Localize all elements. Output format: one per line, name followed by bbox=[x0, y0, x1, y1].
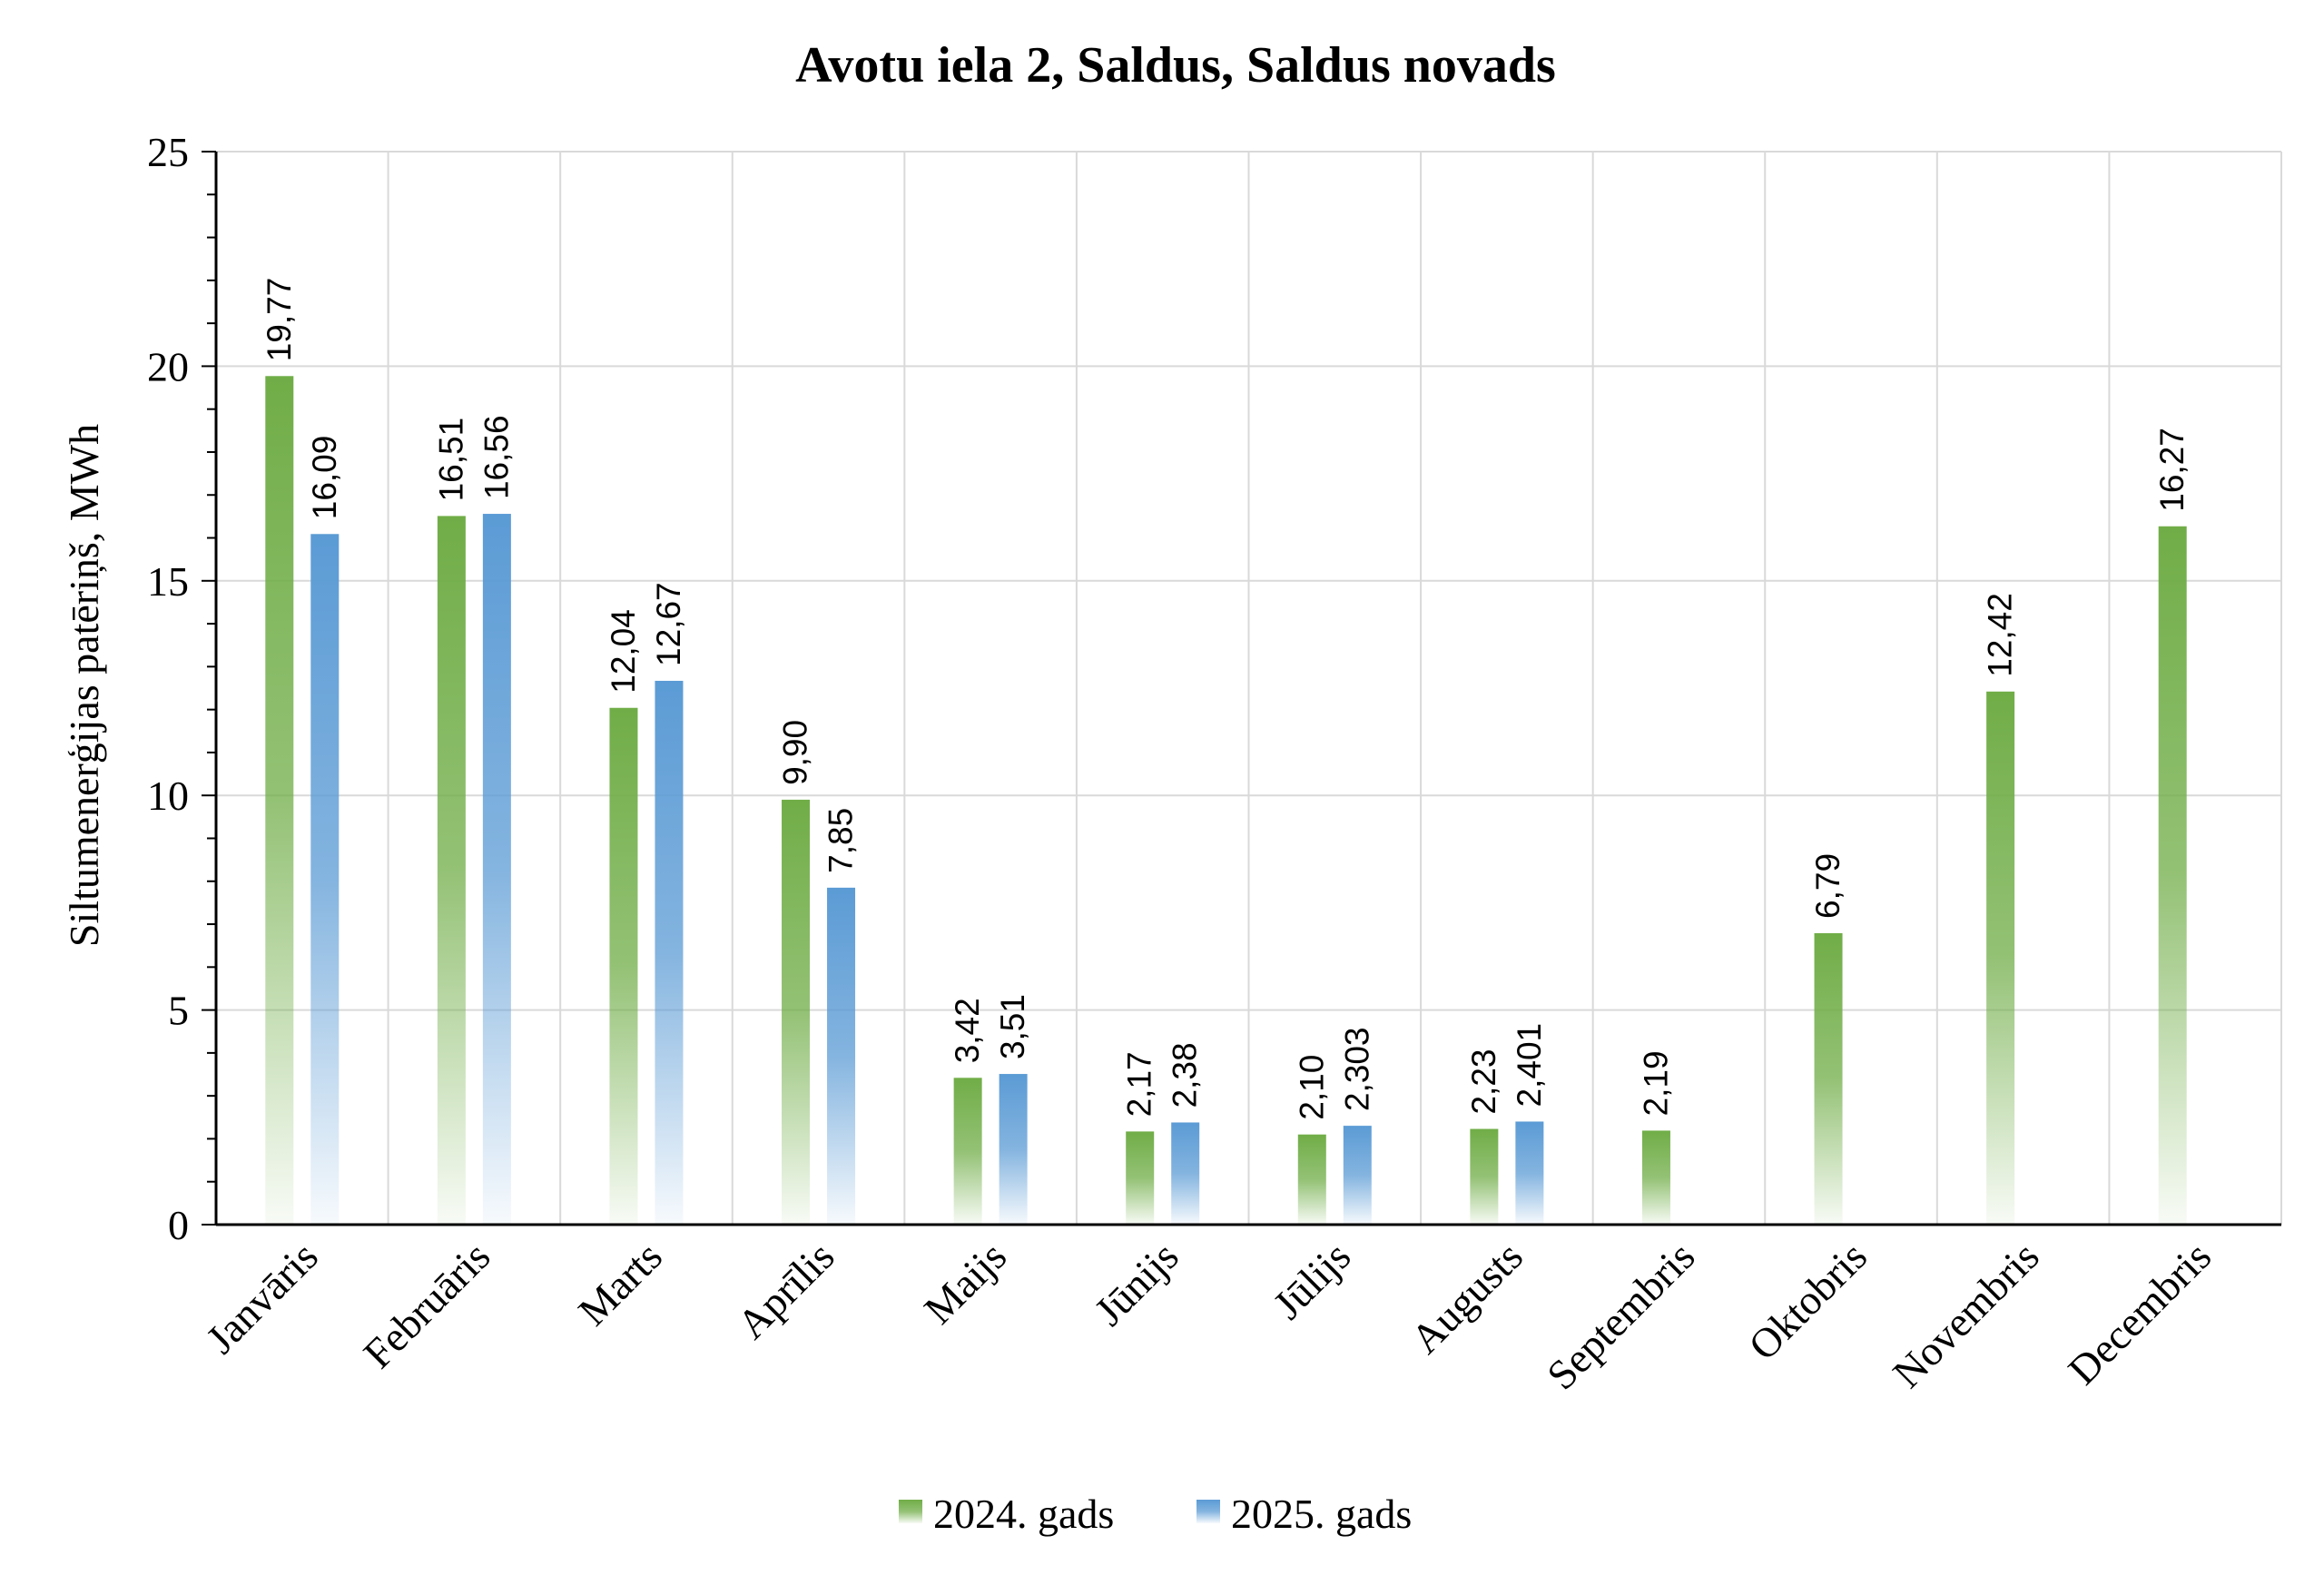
bars bbox=[265, 376, 2187, 1225]
bar-series2 bbox=[1171, 1122, 1200, 1225]
bar-series1 bbox=[1126, 1131, 1155, 1225]
data-label: 2,17 bbox=[1121, 1051, 1158, 1117]
legend: 2024. gads 2025. gads bbox=[899, 1491, 1412, 1537]
data-label: 16,51 bbox=[432, 418, 469, 502]
bar-series2 bbox=[827, 887, 856, 1225]
bar-series2 bbox=[482, 514, 511, 1225]
data-label: 3,42 bbox=[949, 998, 986, 1063]
data-label: 2,38 bbox=[1167, 1042, 1204, 1108]
legend-swatch bbox=[899, 1500, 922, 1523]
bar-series1 bbox=[265, 376, 294, 1225]
axes: Janvāris Februāris Marts Aprīlis Maijs Jūnijs… bbox=[147, 129, 2281, 1398]
bar-series1 bbox=[1470, 1128, 1499, 1225]
chart-title: Avotu iela 2, Saldus, Saldus novads bbox=[795, 37, 1556, 94]
x-tick-label: Augusts bbox=[1402, 1233, 1531, 1363]
bar-series1 bbox=[1814, 932, 1843, 1225]
data-label: 2,303 bbox=[1338, 1028, 1375, 1112]
x-tick-label: Marts bbox=[569, 1233, 671, 1334]
x-tick-label: Aprīlis bbox=[728, 1233, 842, 1347]
legend-label: 2024. gads bbox=[933, 1491, 1114, 1537]
x-tick-label: Februāris bbox=[355, 1233, 499, 1377]
x-tick-label: Decembris bbox=[2059, 1233, 2220, 1393]
y-axis-label: Siltumenerģijas patēriņš, MWh bbox=[61, 424, 107, 947]
data-label: 2,401 bbox=[1511, 1023, 1548, 1108]
bar-series2 bbox=[999, 1074, 1028, 1225]
bar-series1 bbox=[1297, 1134, 1326, 1225]
data-label: 12,67 bbox=[650, 582, 687, 666]
legend-swatch bbox=[1196, 1500, 1220, 1523]
y-tick-label: 10 bbox=[147, 773, 189, 819]
x-tick-label: Janvāris bbox=[197, 1233, 327, 1363]
bar-series1 bbox=[1641, 1130, 1670, 1225]
data-label: 6,79 bbox=[1809, 853, 1846, 919]
data-label: 9,90 bbox=[777, 720, 814, 785]
x-tick-label: Septembris bbox=[1538, 1233, 1703, 1398]
bar-series1 bbox=[437, 516, 466, 1225]
y-tick-label: 15 bbox=[147, 558, 189, 605]
data-label: 2,23 bbox=[1465, 1049, 1502, 1115]
legend-label: 2025. gads bbox=[1231, 1491, 1412, 1537]
data-label: 19,77 bbox=[261, 278, 298, 362]
data-label: 16,27 bbox=[2153, 428, 2191, 512]
data-label: 16,09 bbox=[306, 436, 343, 520]
x-tick-label: Novembris bbox=[1884, 1233, 2048, 1397]
y-tick-label: 20 bbox=[147, 343, 189, 389]
bar-series1 bbox=[609, 707, 638, 1225]
y-tick-label: 5 bbox=[168, 988, 189, 1034]
bar-series1 bbox=[2158, 526, 2187, 1225]
data-label: 2,10 bbox=[1293, 1055, 1330, 1120]
bar-series2 bbox=[655, 680, 684, 1225]
y-tick-label: 25 bbox=[147, 129, 189, 175]
bar-series1 bbox=[953, 1078, 982, 1225]
data-label: 7,85 bbox=[822, 808, 860, 873]
data-label: 16,56 bbox=[478, 415, 515, 499]
data-label: 3,51 bbox=[994, 994, 1031, 1059]
bar-series1 bbox=[782, 799, 811, 1225]
bar-series2 bbox=[1515, 1121, 1544, 1225]
bar-series2 bbox=[1343, 1126, 1372, 1225]
x-tick-label: Jūlijs bbox=[1265, 1233, 1360, 1328]
data-label: 2,19 bbox=[1637, 1050, 1674, 1116]
bar-series1 bbox=[1986, 691, 2015, 1225]
y-tick-label: 0 bbox=[168, 1202, 189, 1248]
data-label: 12,04 bbox=[605, 609, 642, 694]
data-label: 12,42 bbox=[1982, 593, 2019, 677]
gridlines bbox=[216, 151, 2282, 1225]
x-tick-label: Maijs bbox=[915, 1233, 1015, 1333]
bar-series2 bbox=[310, 534, 340, 1225]
data-labels: 19,77 16,09 16,51 16,56 12,04 12,67 9,907,85 3,… bbox=[261, 278, 2191, 1120]
x-tick-label: Oktobris bbox=[1739, 1233, 1876, 1369]
x-tick-label: Jūnijs bbox=[1086, 1233, 1187, 1334]
